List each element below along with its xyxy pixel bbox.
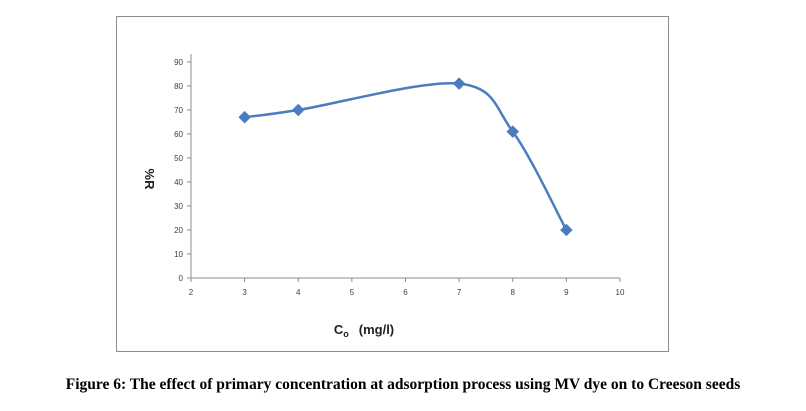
data-point-marker <box>506 125 520 138</box>
data-point-marker <box>291 103 305 117</box>
x-tick-label: 3 <box>242 288 247 297</box>
y-tick-label: 80 <box>174 82 183 91</box>
x-axis-title: Co (mg/l) <box>334 322 394 339</box>
y-tick-label: 10 <box>174 250 183 259</box>
x-tick-label: 5 <box>350 288 355 297</box>
x-tick-label: 4 <box>296 288 301 297</box>
series-line <box>244 81 568 231</box>
y-tick-label: 30 <box>174 202 183 211</box>
chart-frame: 0 10 20 30 40 50 60 70 80 90 2 3 4 5 6 7 8 9 10 %R Co (mg/l… <box>116 16 669 352</box>
x-tick-label: 7 <box>457 288 462 297</box>
data-point-marker <box>560 223 573 237</box>
y-tick-label: 20 <box>174 226 183 235</box>
y-tick-label: 50 <box>174 154 183 163</box>
y-tick-label: 40 <box>174 178 183 187</box>
y-tick-label: 70 <box>174 106 183 115</box>
figure-caption: Figure 6: The effect of primary concentr… <box>65 376 741 393</box>
data-point-marker <box>452 77 466 90</box>
x-tick-label: 8 <box>511 288 516 297</box>
data-point-marker <box>238 110 251 124</box>
chart-svg: 0 10 20 30 40 50 60 70 80 90 2 3 4 5 6 7 8 9 10 %R Co (mg/l… <box>142 54 625 339</box>
markers-layer <box>238 77 573 237</box>
y-tick-label: 90 <box>174 58 183 67</box>
x-tick-label: 2 <box>189 288 194 297</box>
y-tick-label: 60 <box>174 130 183 139</box>
x-axis-title-main: C <box>334 322 344 337</box>
x-axis-title-unit: (mg/l) <box>359 322 394 337</box>
x-tick-label: 9 <box>564 288 569 297</box>
x-tick-label: 6 <box>403 288 408 297</box>
x-tick-label: 10 <box>616 288 625 297</box>
series-layer <box>244 81 568 231</box>
x-axis-title-subscript: o <box>343 329 349 339</box>
y-tick-label: 0 <box>179 274 184 283</box>
y-axis-title: %R <box>142 169 157 191</box>
ticks-layer: 0 10 20 30 40 50 60 70 80 90 2 3 4 5 6 7 8 9 10 <box>174 58 625 297</box>
